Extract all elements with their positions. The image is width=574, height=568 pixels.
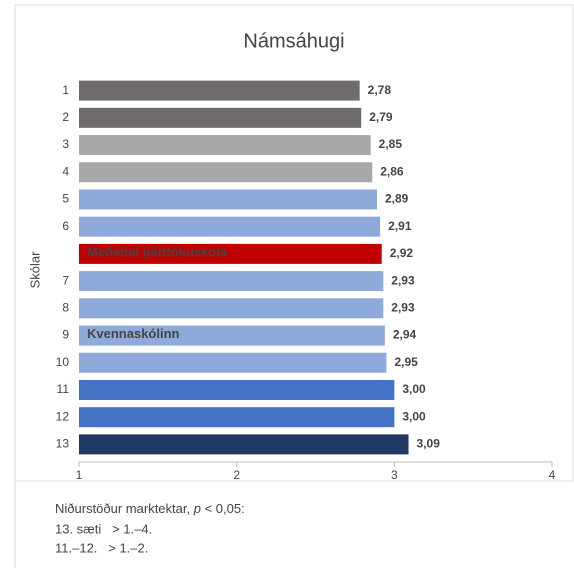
y-tick-label: 13: [56, 437, 70, 451]
value-label: 2,93: [391, 300, 415, 314]
note-part: p: [193, 501, 201, 516]
y-axis-label: Skólar: [27, 251, 42, 289]
y-tick-label: 10: [56, 355, 70, 369]
y-tick-label: 4: [62, 164, 69, 178]
bar: [79, 352, 387, 373]
value-label: 2,94: [393, 328, 417, 342]
y-tick-label: 12: [56, 409, 70, 423]
bar: [79, 80, 360, 101]
x-tick-label: 2: [233, 468, 240, 482]
note-part: < 0,05:: [201, 501, 245, 516]
bar: [79, 243, 382, 264]
value-label: 2,92: [390, 246, 414, 260]
value-label: 3,09: [417, 437, 441, 451]
y-tick-label: 2: [62, 110, 69, 124]
y-tick-label: 5: [62, 192, 69, 206]
value-label: 2,91: [388, 219, 412, 233]
bar: [79, 407, 395, 428]
x-tick-label: 1: [76, 468, 83, 482]
bar: [79, 107, 362, 128]
bar-text: Kvennaskólinn: [87, 326, 180, 341]
y-tick-label: 3: [62, 137, 69, 151]
note: Niðurstöður marktektar, p < 0,05:: [55, 501, 245, 516]
bar: [79, 162, 373, 183]
bar: [79, 189, 377, 210]
bar: [79, 135, 371, 156]
y-tick-label: 8: [62, 300, 69, 314]
y-tick-label: 6: [62, 219, 69, 233]
y-tick-label: 7: [62, 273, 69, 287]
note-line: 11.–12. > 1.–2.: [55, 540, 148, 555]
value-label: 2,79: [369, 110, 393, 124]
note-part: Niðurstöður marktektar,: [55, 501, 194, 516]
value-label: 2,89: [385, 192, 409, 206]
bar: [79, 325, 385, 346]
value-label: 3,00: [402, 409, 426, 423]
chart-title: Námsáhugi: [243, 30, 344, 52]
value-label: 2,85: [379, 137, 403, 151]
value-label: 2,95: [394, 355, 418, 369]
bar: [79, 298, 384, 319]
x-tick-label: 3: [391, 468, 398, 482]
value-label: 2,93: [391, 273, 415, 287]
note-line: 13. sæti > 1.–4.: [55, 521, 152, 536]
y-tick-label: 1: [62, 83, 69, 97]
value-label: 2,86: [380, 164, 404, 178]
value-label: 2,78: [368, 83, 392, 97]
bar-text: Meðaltal þátttökuskóla: [87, 244, 228, 259]
y-tick-label: 9: [62, 328, 69, 342]
bar: [79, 271, 384, 292]
bar: [79, 379, 395, 400]
bar: [79, 434, 409, 455]
y-tick-label: 11: [57, 382, 70, 396]
bar: [79, 216, 381, 237]
x-tick-label: 4: [549, 468, 556, 482]
value-label: 3,00: [402, 382, 426, 396]
